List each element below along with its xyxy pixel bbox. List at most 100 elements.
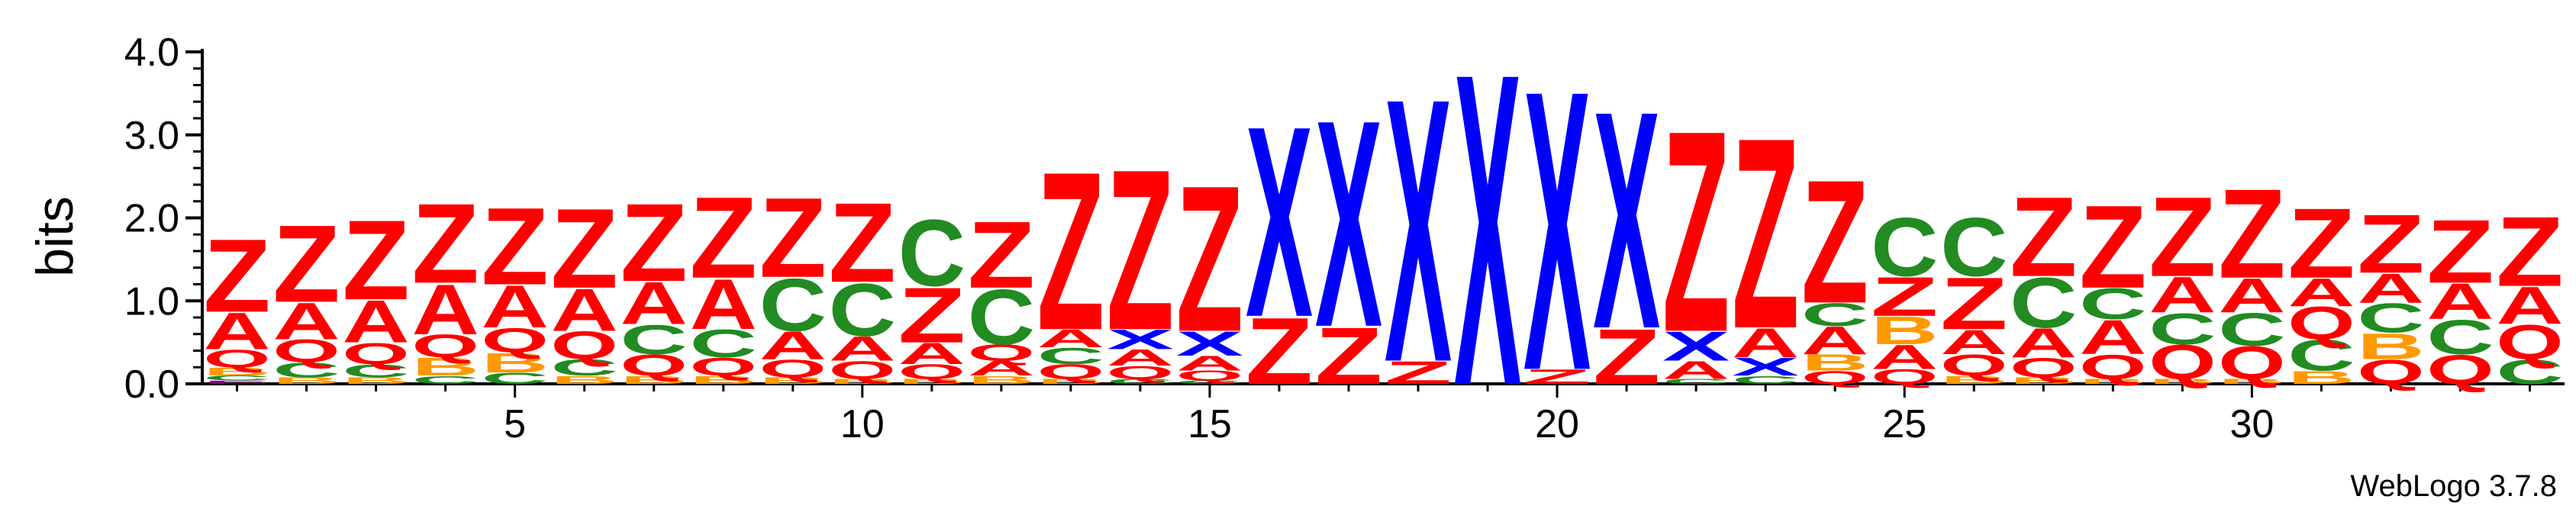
- logo-letter-C: C: [898, 201, 966, 307]
- logo-letter-Q: Q: [551, 324, 618, 368]
- logo-letter-C: C: [2426, 310, 2494, 364]
- logo-letter-Q: Q: [2357, 353, 2424, 391]
- logo-letter-A: A: [690, 265, 757, 345]
- logo-letter-Z: Z: [481, 185, 548, 308]
- logo-letter-A: A: [1801, 318, 1868, 362]
- logo-letter-Q: Q: [690, 353, 757, 382]
- logo-letter-A: A: [481, 273, 548, 340]
- y-tick-label: 4.0: [124, 31, 179, 75]
- logo-letter-Z: Z: [1107, 121, 1174, 378]
- logo-letter-Q: Q: [342, 337, 409, 371]
- logo-letter-Z: Z: [551, 185, 618, 312]
- logo-letter-B: B: [690, 373, 757, 386]
- logo-letter-B: B: [898, 378, 966, 385]
- logo-letter-Q: Q: [2010, 352, 2077, 383]
- logo-letter-B: B: [481, 347, 548, 379]
- logo-letter-Z: Z: [1385, 355, 1452, 391]
- logo-letter-C: C: [1732, 373, 1799, 386]
- logo-letter-Q: Q: [2496, 315, 2563, 369]
- logo-letter-C: C: [690, 321, 757, 366]
- logo-letter-Z: Z: [759, 175, 827, 301]
- logo-letter-Q: Q: [203, 344, 270, 373]
- y-tick-label: 0.0: [124, 362, 179, 407]
- logo-letter-A: A: [1662, 356, 1730, 384]
- logo-letter-Z: Z: [1662, 72, 1730, 392]
- logo-letter-Q: Q: [1871, 365, 1938, 388]
- letter-stacks: ECBQAZBCQAZBCQAZCBQAZCBQAZBCQAZBQCAZBQCA…: [203, 0, 2563, 478]
- logo-letter-A: A: [203, 301, 270, 360]
- logo-letter-A: A: [829, 329, 896, 368]
- logo-letter-Z: Z: [690, 174, 757, 303]
- logo-letter-X: X: [1315, 60, 1383, 389]
- logo-letter-Z: Z: [1315, 311, 1382, 401]
- logo-letter-Z: Z: [968, 201, 1035, 308]
- logo-letter-C: C: [759, 263, 827, 347]
- logo-letter-A: A: [272, 292, 340, 350]
- logo-letter-Q: Q: [272, 333, 340, 370]
- logo-letter-C: C: [968, 273, 1035, 361]
- logo-letter-X: X: [1523, 7, 1591, 453]
- y-axis: 0.0 1.0 2.0 3.0 4.0: [124, 31, 204, 407]
- logo-letter-C: C: [411, 373, 479, 386]
- logo-letter-Z: Z: [1037, 125, 1104, 377]
- logo-letter-A: A: [2010, 320, 2077, 366]
- logo-letter-C: C: [1940, 201, 2007, 295]
- logo-letter-B: B: [968, 373, 1035, 386]
- logo-letter-Q: Q: [1176, 368, 1243, 383]
- logo-letter-B: B: [1037, 378, 1104, 385]
- logo-letter-X: X: [1732, 353, 1799, 381]
- logo-letter-C: C: [2357, 295, 2424, 341]
- logo-letter-A: A: [2287, 270, 2355, 314]
- logo-letter-A: A: [759, 324, 827, 368]
- logo-letter-Q: Q: [2149, 335, 2216, 389]
- logo-letter-B: B: [411, 353, 479, 381]
- logo-letter-B: B: [272, 375, 340, 386]
- logo-letter-C: C: [1176, 380, 1243, 385]
- logo-letter-C: C: [2010, 263, 2077, 343]
- logo-letter-Z: Z: [1732, 82, 1799, 385]
- logo-letter-A: A: [1107, 344, 1174, 370]
- logo-stack-21: ZX: [1593, 47, 1661, 401]
- logo-letter-A: A: [2426, 273, 2494, 330]
- logo-letter-Q: Q: [2218, 337, 2285, 388]
- logo-letter-C: C: [481, 369, 548, 388]
- logo-letter-C: C: [1037, 343, 1104, 369]
- y-tick-label: 1.0: [124, 279, 179, 324]
- logo-letter-Z: Z: [203, 217, 270, 334]
- logo-letter-Z: Z: [1801, 143, 1868, 340]
- x-tick-label: 10: [840, 402, 885, 446]
- logo-letter-Q: Q: [621, 349, 688, 382]
- logo-letter-Q: Q: [1107, 362, 1174, 383]
- weblogo-credit: WebLogo 3.7.8: [2350, 469, 2557, 503]
- logo-letter-C: C: [1107, 378, 1174, 385]
- logo-stack-18: ZX: [1385, 20, 1452, 441]
- logo-letter-Z: Z: [2357, 198, 2424, 291]
- logo-letter-B: B: [2287, 367, 2355, 388]
- logo-letter-C: C: [2079, 279, 2146, 329]
- logo-letter-C: C: [203, 375, 270, 382]
- logo-letter-X: X: [1454, 0, 1522, 478]
- logo-letter-C: C: [2287, 331, 2355, 381]
- logo-letter-Z: Z: [1940, 263, 2007, 345]
- logo-letter-Q: Q: [829, 356, 896, 385]
- logo-letter-B: B: [2357, 326, 2424, 367]
- logo-letter-Q: Q: [759, 354, 827, 383]
- logo-letter-B: B: [551, 373, 618, 386]
- logo-letter-Q: Q: [1940, 349, 2007, 382]
- logo-letter-Z: Z: [342, 197, 409, 324]
